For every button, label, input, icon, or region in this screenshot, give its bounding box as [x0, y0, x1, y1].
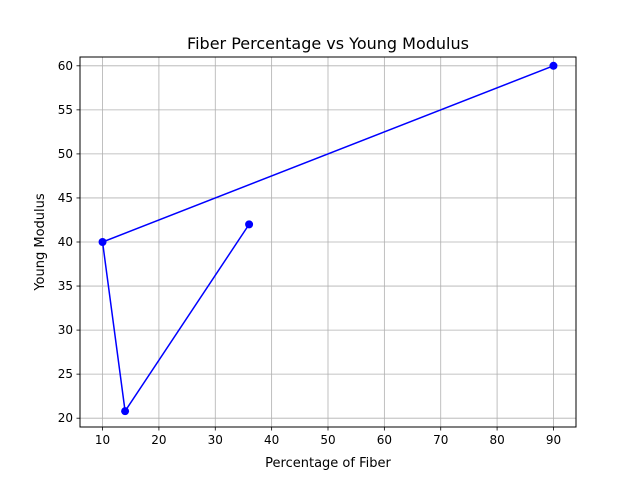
y-tick-label: 60	[58, 59, 73, 73]
axis-ticks: 10 20 30 40 50 60 70 80 90 20 25 30 35 40 45 50 55 60	[58, 59, 561, 447]
y-axis-label: Young Modulus	[33, 193, 48, 292]
x-tick-label: 60	[377, 433, 392, 447]
y-tick-label: 35	[58, 279, 73, 293]
y-tick-label: 30	[58, 323, 73, 337]
y-tick-label: 55	[58, 103, 73, 117]
y-tick-label: 40	[58, 235, 73, 249]
y-tick-label: 25	[58, 367, 73, 381]
data-point	[121, 407, 130, 416]
x-tick-label: 50	[320, 433, 335, 447]
data-point	[245, 220, 254, 229]
y-tick-label: 50	[58, 147, 73, 161]
x-tick-label: 20	[151, 433, 166, 447]
grid-lines	[80, 57, 576, 427]
x-tick-label: 80	[489, 433, 504, 447]
x-tick-label: 90	[546, 433, 561, 447]
x-axis-label: Percentage of Fiber	[265, 456, 391, 471]
series-layer	[98, 61, 558, 416]
x-tick-label: 10	[95, 433, 110, 447]
data-point	[98, 238, 107, 246]
series-line	[101, 65, 554, 414]
x-tick-label: 30	[208, 433, 223, 447]
x-tick-label: 70	[433, 433, 448, 447]
y-tick-label: 20	[58, 411, 73, 425]
chart-title: Fiber Percentage vs Young Modulus	[187, 34, 469, 53]
data-point	[549, 61, 558, 70]
x-tick-label: 40	[264, 433, 279, 447]
y-tick-label: 45	[58, 191, 73, 205]
